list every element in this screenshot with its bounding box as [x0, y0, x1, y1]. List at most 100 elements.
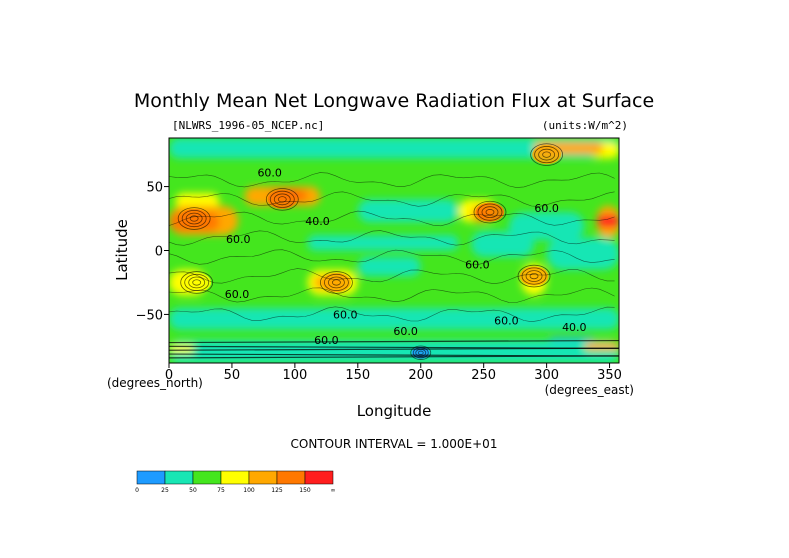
- x-tick-label: 200: [408, 368, 433, 383]
- heatmap-patch: [584, 342, 619, 351]
- contour-value-label: 60.0: [494, 315, 519, 328]
- contour-value-label: 60.0: [393, 325, 418, 338]
- colorbar-swatch: [248, 470, 278, 485]
- x-tick-label: 300: [534, 368, 559, 383]
- heatmap-patch: [357, 256, 421, 277]
- contour-line: [169, 249, 615, 265]
- contour-line: [534, 146, 560, 164]
- contour-line: [529, 272, 539, 280]
- x-tick-label: 100: [282, 368, 307, 383]
- contour-line: [525, 270, 543, 282]
- y-tick-label: 50: [146, 181, 163, 196]
- y-tick-label: −50: [136, 308, 163, 323]
- colorbar-swatch: [276, 470, 306, 485]
- contour-line: [477, 203, 503, 221]
- heatmap-feature: [475, 202, 505, 222]
- y-units-label: (degrees_north): [107, 376, 203, 390]
- contour-line: [273, 193, 291, 206]
- contour-value-label: 60.0: [534, 202, 559, 215]
- chart-subtitle-units: (units:W/m^2): [542, 119, 628, 132]
- contour-line: [530, 143, 564, 166]
- heatmap-patch: [471, 231, 535, 257]
- y-tick-label: 0: [155, 245, 163, 260]
- contour-line: [542, 151, 552, 158]
- contour-line: [169, 210, 615, 227]
- heatmap-feature: [322, 272, 351, 293]
- contour-line: [189, 215, 199, 222]
- contour-line: [485, 209, 495, 216]
- heatmap-patch: [169, 308, 619, 330]
- contour-value-label: 60.0: [314, 334, 339, 347]
- colorbar-tick-label: 125: [271, 487, 283, 494]
- heatmap-patch: [169, 138, 619, 159]
- contour-line: [169, 306, 615, 323]
- contour-line: [324, 273, 349, 292]
- heatmap-feature: [267, 189, 297, 209]
- heatmap-patch: [169, 339, 619, 363]
- contour-value-label: 60.0: [226, 233, 251, 246]
- y-axis-label: Latitude: [113, 219, 131, 281]
- contour-line: [169, 172, 615, 188]
- colorbar-swatch: [164, 470, 194, 485]
- contour-line: [332, 279, 341, 286]
- contour-line: [538, 148, 556, 161]
- x-tick-label: 250: [471, 368, 496, 383]
- colorbar-tick-label: 100: [243, 487, 255, 494]
- contour-line: [169, 230, 615, 246]
- contour-line: [181, 209, 207, 228]
- contour-line: [328, 276, 345, 289]
- contour-value-label: 60.0: [225, 288, 250, 301]
- x-units-label: (degrees_east): [545, 383, 634, 397]
- heatmap-field: [169, 138, 619, 363]
- contour-line: [265, 188, 299, 211]
- heatmap-feature: [519, 266, 549, 286]
- colorbar-tick-label: ∞: [331, 487, 336, 494]
- contour-line: [517, 264, 551, 288]
- x-axis-label: Longitude: [357, 402, 432, 420]
- x-tick-label: 350: [597, 368, 622, 383]
- heatmap-patch: [596, 214, 619, 228]
- contour-line: [185, 212, 203, 225]
- x-tick-label: 0: [165, 368, 173, 383]
- colorbar-swatch: [136, 470, 166, 485]
- contour-value-label: 40.0: [562, 321, 587, 334]
- contour-line: [473, 200, 507, 224]
- contour-line: [521, 267, 547, 285]
- colorbar-tick-label: 25: [161, 487, 169, 494]
- heatmap-patch: [357, 199, 459, 223]
- contour-line: [481, 206, 499, 218]
- colorbar-tick-label: 50: [189, 487, 197, 494]
- heatmap-feature: [182, 272, 212, 293]
- colorbar-tick-label: 150: [299, 487, 311, 494]
- heatmap-feature: [179, 208, 209, 229]
- contour-line: [192, 279, 202, 286]
- x-tick-label: 150: [345, 368, 370, 383]
- contour-line: [320, 271, 353, 294]
- contour-value-label: 60.0: [333, 308, 358, 321]
- contour-interval-label: CONTOUR INTERVAL = 1.000E+01: [291, 437, 498, 451]
- contour-line: [169, 191, 615, 207]
- contour-line: [269, 190, 295, 208]
- colorbar-swatch: [220, 470, 250, 485]
- contour-line: [169, 355, 619, 359]
- contour-value-label: 60.0: [465, 258, 490, 271]
- contour-line: [417, 350, 424, 355]
- contour-value-label: 40.0: [305, 215, 330, 228]
- x-tick-label: 50: [224, 368, 241, 383]
- contour-line: [169, 347, 619, 351]
- contour-line: [169, 268, 615, 285]
- chart-subtitle-file: [NLWRS_1996-05_NCEP.nc]: [172, 119, 324, 132]
- contour-line: [169, 339, 619, 344]
- colorbar: 0 25 50 75 100 125 150 ∞: [135, 470, 336, 494]
- heatmap-patch: [175, 192, 220, 210]
- colorbar-swatch: [304, 470, 334, 485]
- contour-line: [177, 207, 211, 230]
- heatmap-patch: [307, 235, 459, 251]
- contour-value-label: 60.0: [257, 166, 282, 179]
- colorbar-swatch: [192, 470, 222, 485]
- colorbar-tick-label: 0: [135, 487, 139, 494]
- chart-title: Monthly Mean Net Longwave Radiation Flux…: [134, 90, 654, 112]
- contour-line: [169, 287, 615, 303]
- contour-line: [188, 276, 206, 289]
